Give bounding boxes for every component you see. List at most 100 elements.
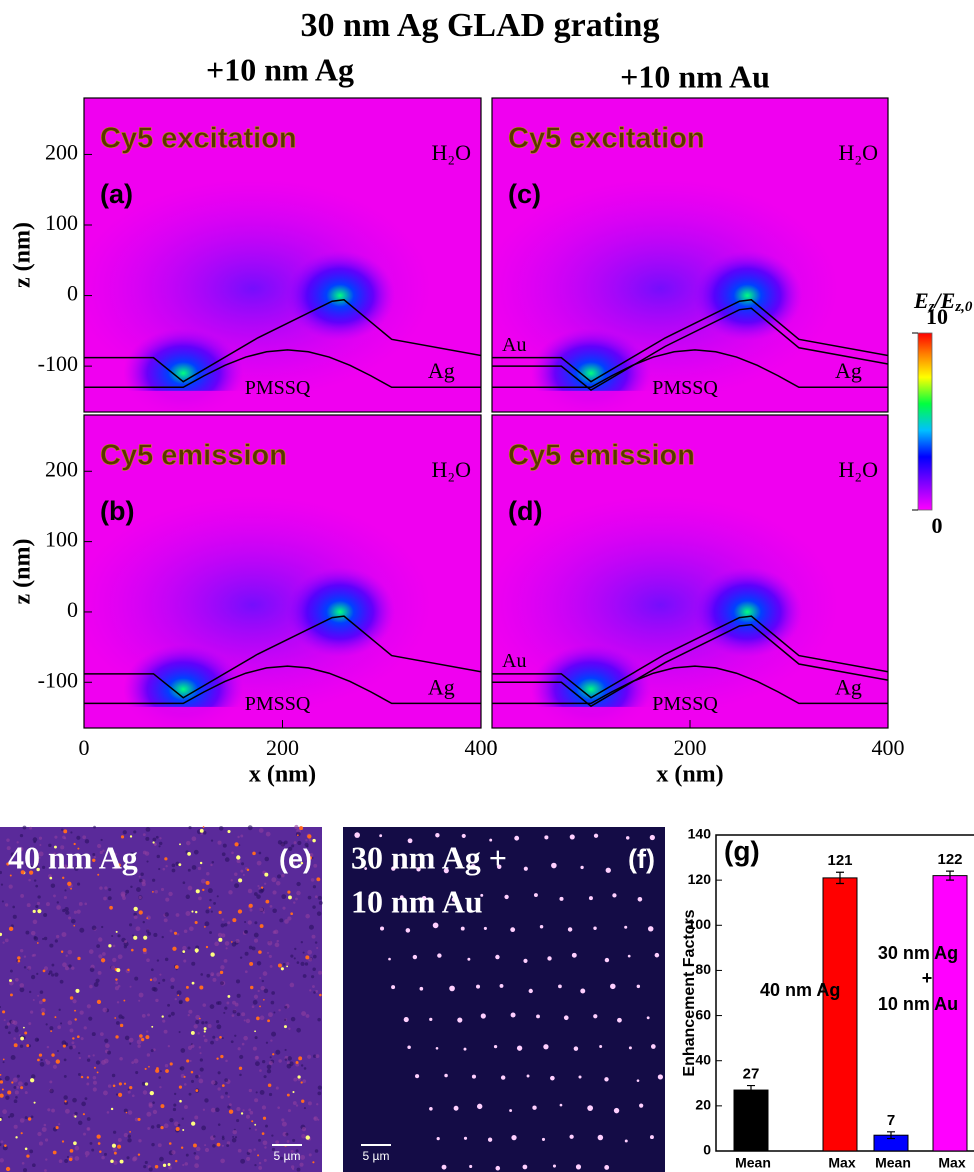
noise xyxy=(257,884,260,888)
noise xyxy=(236,1119,240,1123)
noise xyxy=(127,1088,130,1091)
spot xyxy=(254,1030,256,1033)
noise xyxy=(221,933,226,938)
noise xyxy=(46,1045,50,1049)
colorbar xyxy=(917,332,933,511)
spot xyxy=(301,1099,305,1103)
y-tick-label: 100 xyxy=(688,916,712,932)
noise xyxy=(305,850,309,854)
noise xyxy=(84,1097,88,1101)
noise xyxy=(301,1133,306,1139)
noise xyxy=(286,1140,290,1143)
noise xyxy=(275,1140,280,1145)
noise xyxy=(185,911,191,916)
spot xyxy=(6,862,10,866)
noise xyxy=(209,1004,215,1009)
lower-region xyxy=(84,390,481,412)
noise xyxy=(239,1073,242,1077)
spot xyxy=(160,1104,165,1109)
noise xyxy=(239,1054,244,1060)
noise xyxy=(100,838,103,842)
noise xyxy=(150,1125,155,1129)
noise xyxy=(220,965,225,970)
micrograph xyxy=(343,827,665,1172)
noise xyxy=(150,968,154,972)
spot xyxy=(0,1093,4,1098)
y-tick-label: 20 xyxy=(695,1097,711,1113)
noise xyxy=(259,1015,265,1021)
spot xyxy=(185,997,190,1002)
noise xyxy=(221,1037,224,1040)
panel-frame xyxy=(83,97,482,413)
noise xyxy=(261,979,265,983)
spot xyxy=(232,918,237,923)
noise xyxy=(315,990,319,993)
spot xyxy=(73,924,76,927)
noise xyxy=(2,1109,7,1115)
noise xyxy=(295,897,298,901)
spot xyxy=(76,1035,80,1039)
spot xyxy=(551,862,557,869)
spot xyxy=(470,864,476,870)
noise xyxy=(23,966,27,969)
noise xyxy=(259,977,262,980)
spot xyxy=(532,1105,537,1110)
noise xyxy=(63,895,68,900)
noise xyxy=(222,843,227,848)
noise xyxy=(14,1028,19,1033)
spot xyxy=(523,866,528,871)
noise xyxy=(173,1121,179,1127)
noise xyxy=(221,1144,224,1147)
bar xyxy=(822,877,858,1152)
noise xyxy=(317,1091,322,1096)
noise xyxy=(28,878,31,882)
noise xyxy=(19,1044,24,1048)
noise xyxy=(240,1158,246,1164)
spot xyxy=(421,896,427,901)
spot xyxy=(528,988,533,994)
noise xyxy=(232,1000,236,1005)
noise xyxy=(216,972,221,977)
noise xyxy=(86,1058,91,1062)
noise xyxy=(255,1091,258,1094)
noise xyxy=(54,835,58,839)
error-bar xyxy=(946,870,954,881)
noise xyxy=(159,1156,164,1162)
noise xyxy=(293,1077,298,1082)
noise xyxy=(182,945,187,951)
noise xyxy=(221,852,226,857)
spot xyxy=(8,926,14,932)
noise xyxy=(244,921,247,924)
noise xyxy=(269,964,273,968)
spot xyxy=(36,867,40,872)
noise xyxy=(294,947,297,951)
noise xyxy=(284,919,289,924)
region-label: Ag xyxy=(835,674,862,699)
noise xyxy=(159,973,162,976)
noise xyxy=(32,1163,36,1168)
noise xyxy=(266,1064,272,1070)
noise xyxy=(299,1162,304,1167)
noise xyxy=(289,982,295,988)
spot xyxy=(267,1083,272,1087)
noise xyxy=(76,909,81,914)
noise xyxy=(38,836,43,840)
spot xyxy=(26,1154,30,1158)
noise xyxy=(244,951,249,956)
spot xyxy=(0,1118,2,1122)
noise xyxy=(127,1110,133,1115)
spot xyxy=(300,861,304,865)
noise xyxy=(199,1052,202,1055)
noise xyxy=(79,1010,84,1015)
noise xyxy=(220,981,224,986)
y-tick-label: 80 xyxy=(695,961,711,977)
noise xyxy=(183,959,187,963)
noise xyxy=(147,931,152,936)
spot xyxy=(639,1103,644,1108)
lower-region xyxy=(84,706,481,728)
spot xyxy=(111,1143,117,1148)
noise xyxy=(171,863,176,868)
error-bar xyxy=(747,1084,755,1096)
region-label: Ag xyxy=(835,358,862,383)
spot xyxy=(290,912,293,916)
